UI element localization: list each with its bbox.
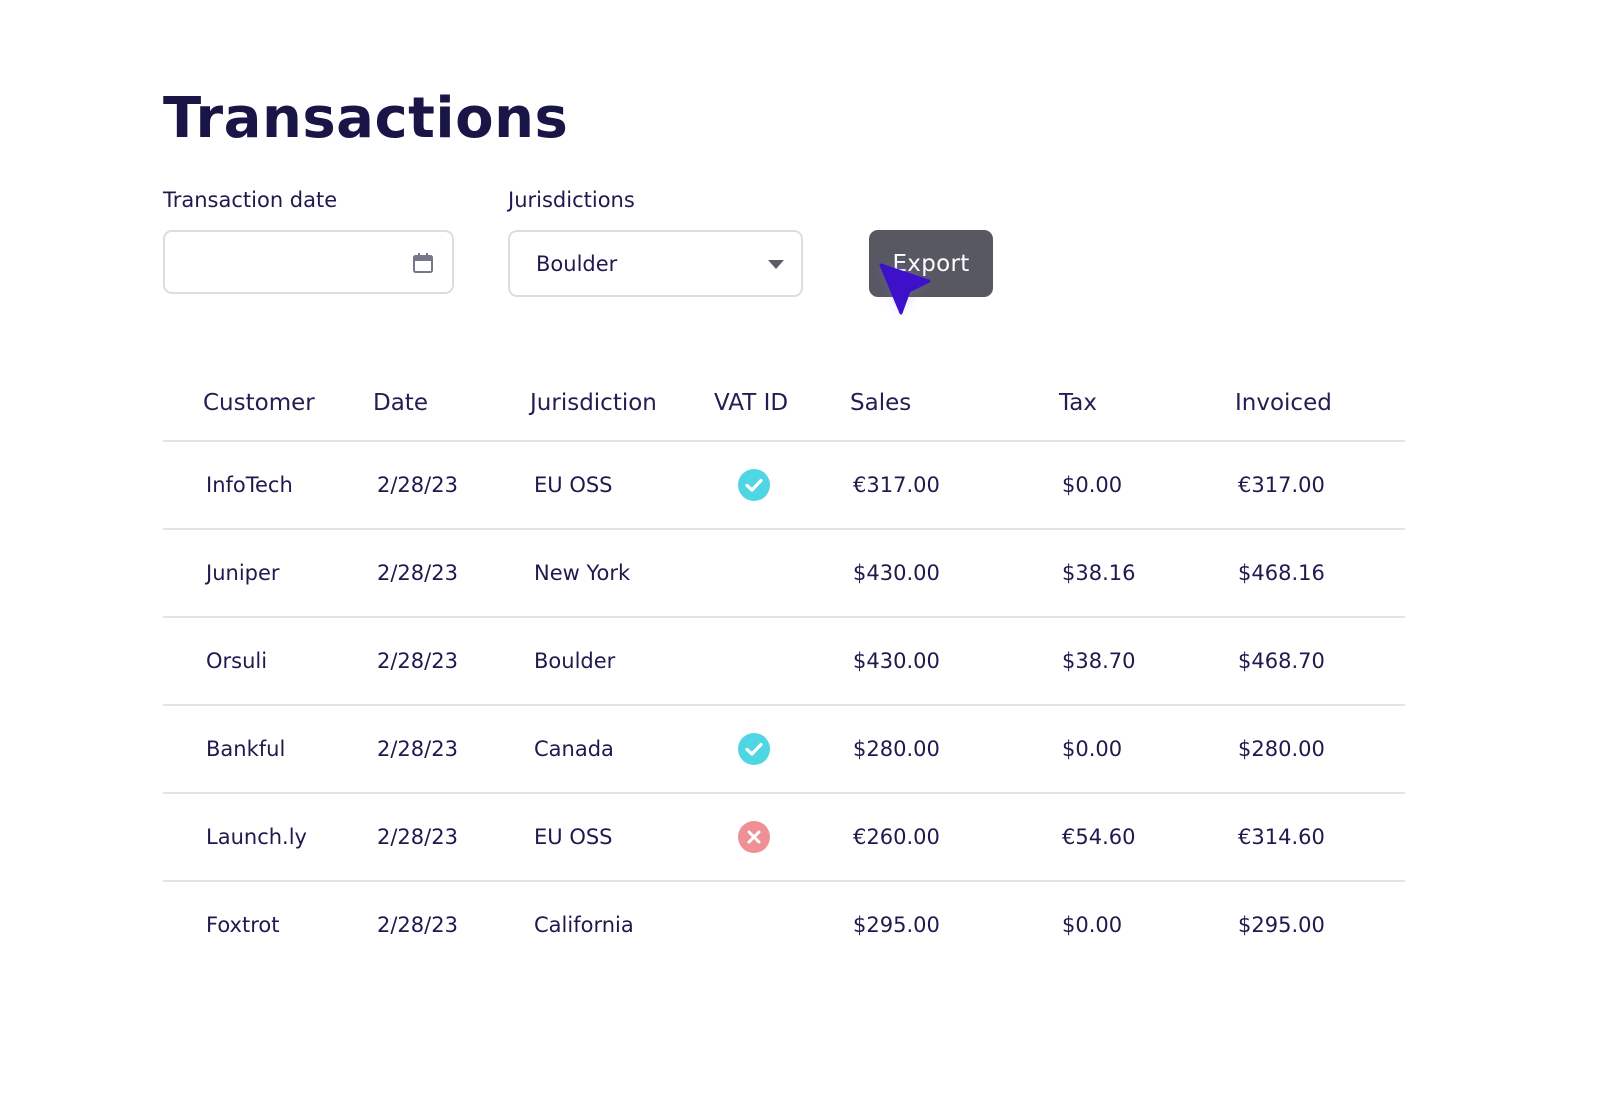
cell-date: 2/28/23 xyxy=(373,529,530,618)
table-row[interactable]: Orsuli 2/28/23 Boulder $430.00 $38.70 $468.70 xyxy=(163,617,1405,706)
cell-vat-id xyxy=(714,705,850,794)
cell-sales: $280.00 xyxy=(850,705,1059,794)
cell-tax: $0.00 xyxy=(1059,705,1235,794)
cell-vat-id xyxy=(714,881,850,968)
cell-tax: €54.60 xyxy=(1059,793,1235,882)
cell-date: 2/28/23 xyxy=(373,705,530,794)
cell-vat-id xyxy=(714,793,850,882)
column-header-customer[interactable]: Customer xyxy=(163,366,373,442)
column-header-sales[interactable]: Sales xyxy=(850,366,1059,442)
cell-customer: Juniper xyxy=(163,529,373,618)
transactions-table: Customer Date Jurisdiction VAT ID Sales … xyxy=(163,366,1405,968)
cell-invoiced: €314.60 xyxy=(1235,793,1405,882)
cell-customer: Orsuli xyxy=(163,617,373,706)
cell-customer: Foxtrot xyxy=(206,913,280,937)
cell-tax: $38.16 xyxy=(1059,529,1235,618)
check-circle-icon xyxy=(738,733,770,765)
cell-invoiced: $295.00 xyxy=(1238,913,1325,937)
column-header-invoiced[interactable]: Invoiced xyxy=(1235,366,1405,442)
caret-down-icon[interactable] xyxy=(768,260,784,269)
cell-jurisdiction: EU OSS xyxy=(530,793,714,882)
check-circle-icon xyxy=(738,469,770,501)
column-header-date[interactable]: Date xyxy=(373,366,530,442)
cell-invoiced: $468.70 xyxy=(1235,617,1405,706)
calendar-icon[interactable] xyxy=(412,252,434,274)
jurisdiction-selected-value: Boulder xyxy=(536,252,618,276)
cell-tax: $38.70 xyxy=(1059,617,1235,706)
cell-sales: $430.00 xyxy=(850,529,1059,618)
table-row[interactable]: Juniper 2/28/23 New York $430.00 $38.16 $468.… xyxy=(163,529,1405,618)
cell-tax: $0.00 xyxy=(1062,913,1123,937)
cell-jurisdiction: Canada xyxy=(530,705,714,794)
table-row[interactable]: InfoTech 2/28/23 EU OSS €317.00 $0.00 €317.00 xyxy=(163,441,1405,530)
cell-jurisdiction: Boulder xyxy=(530,617,714,706)
cell-sales: $430.00 xyxy=(850,617,1059,706)
cell-invoiced: €317.00 xyxy=(1235,441,1405,530)
cell-jurisdiction: EU OSS xyxy=(530,441,714,530)
transaction-date-label: Transaction date xyxy=(163,188,338,212)
cell-vat-id xyxy=(714,617,850,706)
cell-sales: €260.00 xyxy=(850,793,1059,882)
transaction-date-field[interactable] xyxy=(163,230,454,294)
x-circle-icon xyxy=(738,821,770,853)
cell-customer: InfoTech xyxy=(163,441,373,530)
transactions-table-body: InfoTech 2/28/23 EU OSS €317.00 $0.00 €317.00… xyxy=(163,441,1405,968)
table-row[interactable]: Bankful 2/28/23 Canada $280.00 $0.00 $280.00 xyxy=(163,705,1405,794)
cell-invoiced: $280.00 xyxy=(1235,705,1405,794)
cell-customer: Launch.ly xyxy=(163,793,373,882)
cell-sales: $295.00 xyxy=(853,913,940,937)
cell-vat-id xyxy=(714,441,850,530)
cell-customer: Bankful xyxy=(163,705,373,794)
cell-invoiced: $468.16 xyxy=(1235,529,1405,618)
export-button[interactable]: Export xyxy=(869,230,993,297)
cell-jurisdiction: California xyxy=(534,913,634,937)
cell-jurisdiction: New York xyxy=(530,529,714,618)
column-header-tax[interactable]: Tax xyxy=(1059,366,1235,442)
column-header-vat-id[interactable]: VAT ID xyxy=(714,366,850,442)
table-header-row: Customer Date Jurisdiction VAT ID Sales … xyxy=(163,366,1405,442)
jurisdiction-dropdown[interactable]: Boulder xyxy=(508,230,803,297)
jurisdictions-label: Jurisdictions xyxy=(508,188,635,212)
cell-date: 2/28/23 xyxy=(373,617,530,706)
cell-tax: $0.00 xyxy=(1059,441,1235,530)
page-title: Transactions xyxy=(163,86,569,151)
cell-date: 2/28/23 xyxy=(373,441,530,530)
column-header-jurisdiction[interactable]: Jurisdiction xyxy=(530,366,714,442)
cell-sales: €317.00 xyxy=(850,441,1059,530)
transaction-date-input[interactable] xyxy=(179,244,403,282)
table-row[interactable]: Foxtrot 2/28/23 California $295.00 $0.00 $295… xyxy=(163,881,1405,968)
table-row[interactable]: Launch.ly 2/28/23 EU OSS €260.00 €54.60 €314.… xyxy=(163,793,1405,882)
cell-date: 2/28/23 xyxy=(377,913,458,937)
cell-vat-id xyxy=(714,529,850,618)
cell-date: 2/28/23 xyxy=(373,793,530,882)
